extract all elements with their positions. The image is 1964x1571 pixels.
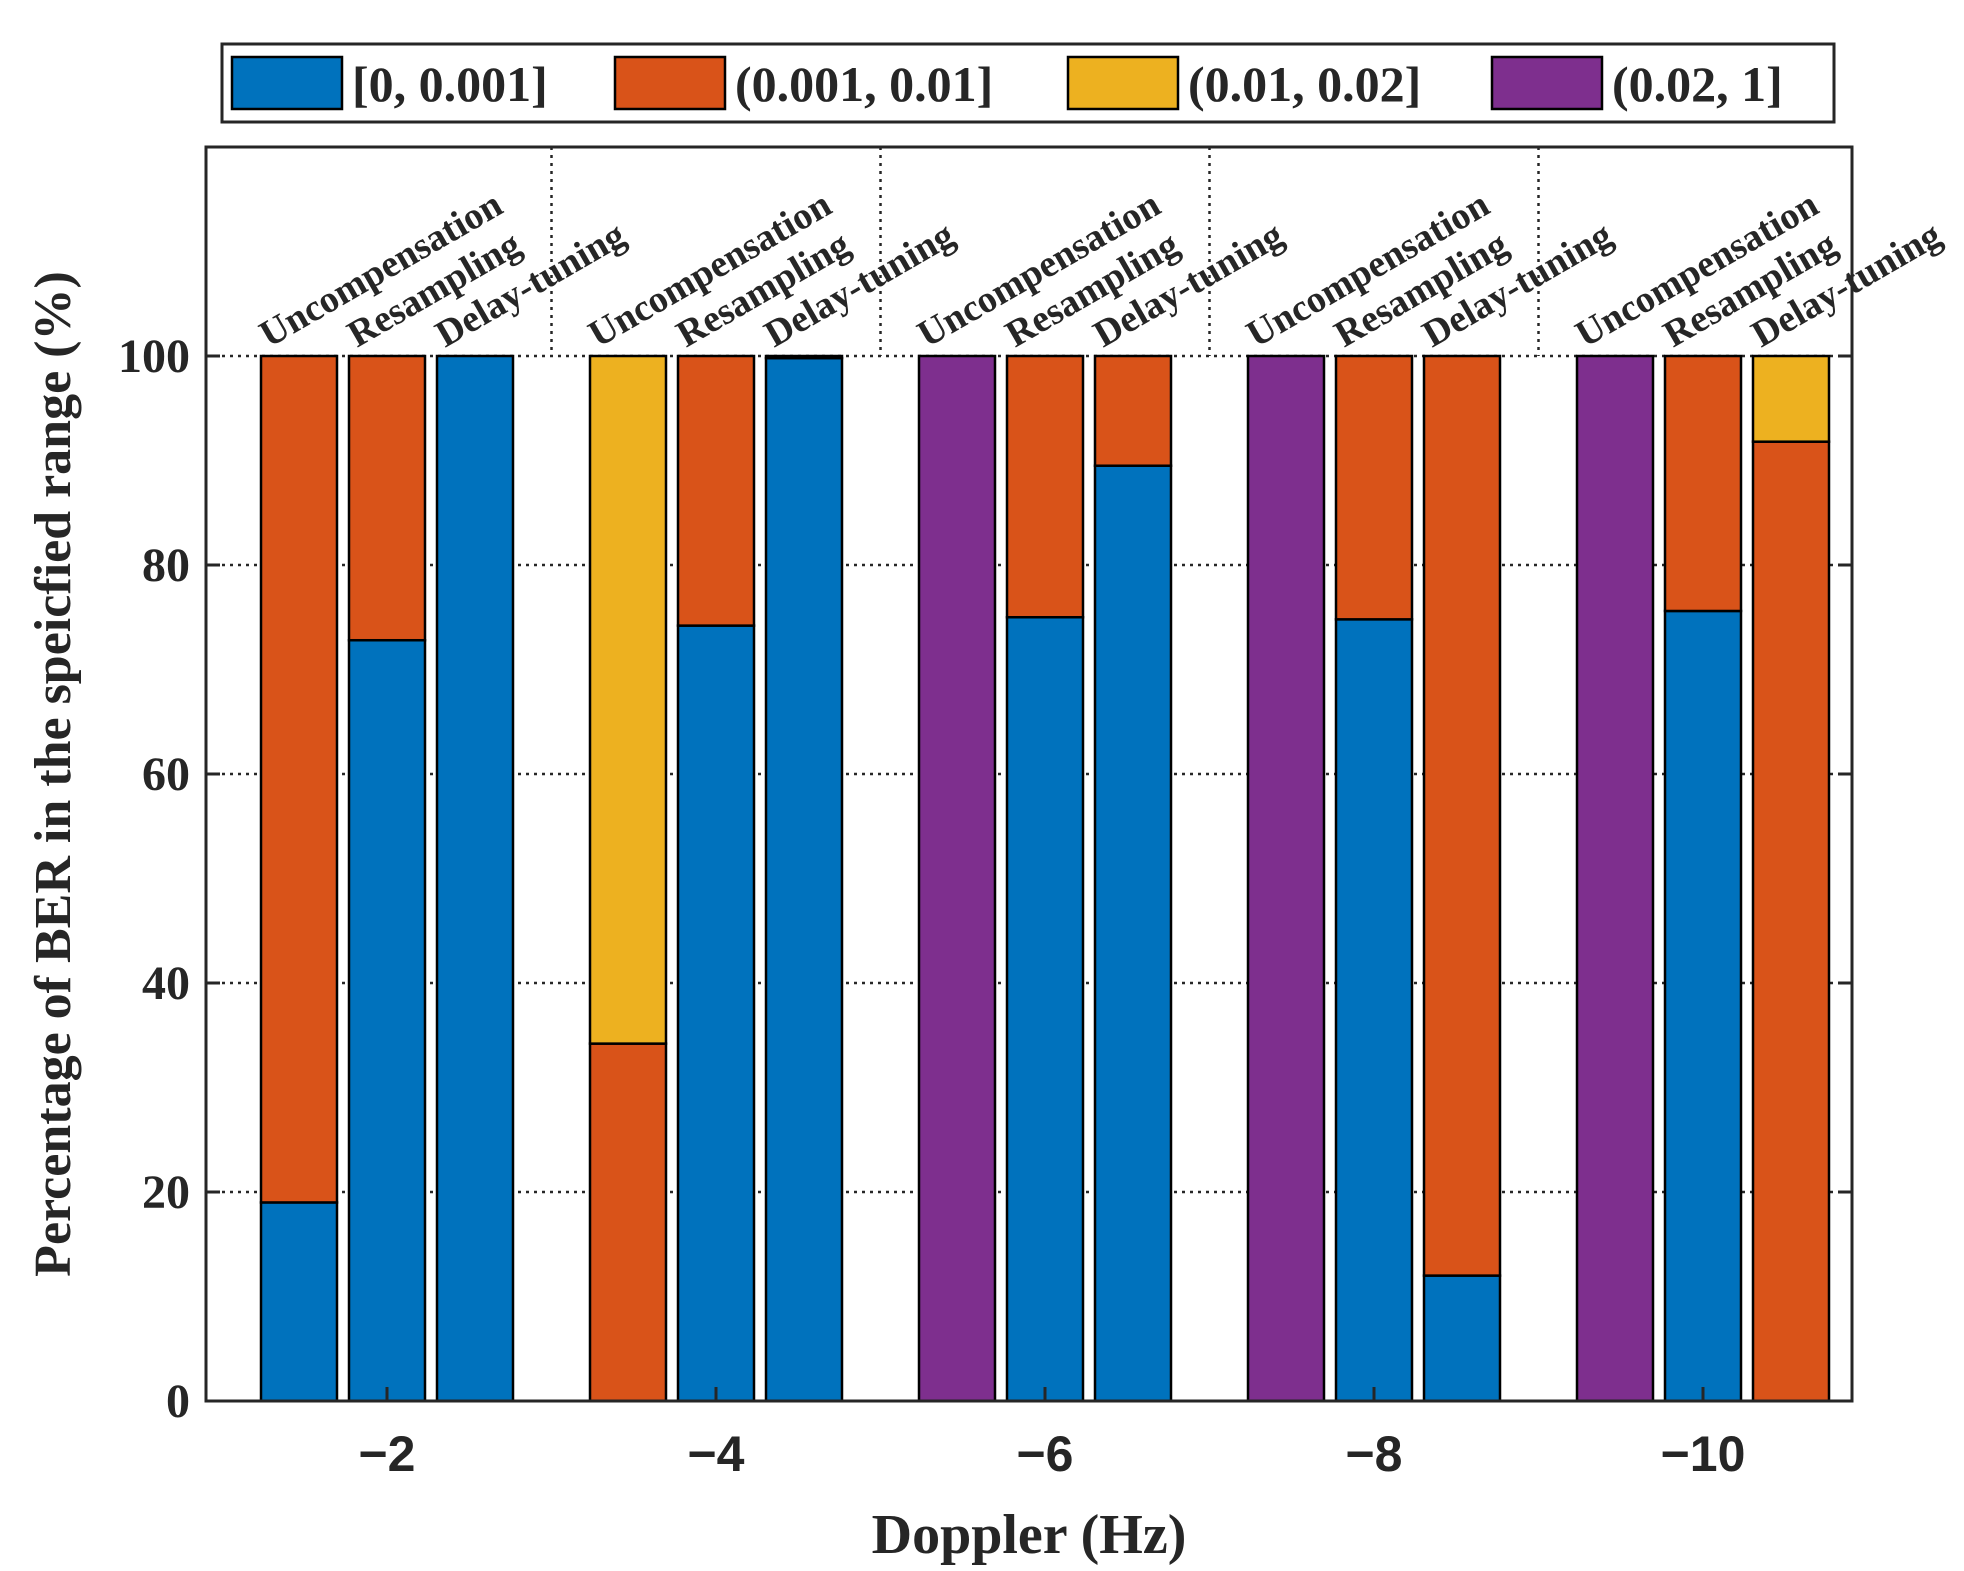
x-axis-ticks: −2 −4 −6 −8 −10 xyxy=(358,1387,1745,1482)
bar-segment xyxy=(1093,354,1173,467)
legend-label: (0.02, 1] xyxy=(1612,56,1783,112)
bar-segment xyxy=(676,354,756,627)
legend-swatch xyxy=(230,55,344,111)
bar-segment xyxy=(259,1201,339,1403)
bar-segment xyxy=(1005,354,1085,619)
bar-segment xyxy=(1422,354,1502,1277)
bars-layer xyxy=(259,354,1831,1403)
y-tick-label: 60 xyxy=(142,748,190,801)
x-tick-label: −4 xyxy=(687,1426,744,1482)
bar-segment xyxy=(1334,618,1414,1403)
bar-segment xyxy=(1422,1274,1502,1403)
bar-segment xyxy=(1246,354,1326,1403)
bar-segment xyxy=(347,638,427,1403)
group-separators xyxy=(550,147,1540,356)
bar-segment xyxy=(1751,354,1831,443)
bar-segment xyxy=(1575,354,1655,1403)
bar-segment xyxy=(259,354,339,1204)
y-tick-label: 100 xyxy=(118,330,190,383)
bar-segment xyxy=(917,354,997,1403)
legend-label: (0.001, 0.01] xyxy=(735,56,993,112)
bar-segment xyxy=(1663,354,1743,613)
legend-swatch xyxy=(1066,55,1180,111)
legend-swatch xyxy=(1490,55,1604,111)
bar-segment xyxy=(676,624,756,1403)
legend-swatch xyxy=(613,55,727,111)
legend-label: [0, 0.001] xyxy=(352,56,548,112)
legend-label: (0.01, 0.02] xyxy=(1188,56,1421,112)
legend: [0, 0.001] (0.001, 0.01] (0.01, 0.02] (0.02… xyxy=(220,42,1836,124)
x-axis-label: Doppler (Hz) xyxy=(872,1504,1187,1566)
x-tick-label: −10 xyxy=(1661,1426,1746,1482)
bar-segment xyxy=(1663,609,1743,1403)
bar-segment xyxy=(1093,464,1173,1403)
bar-segment xyxy=(588,1042,668,1403)
x-tick-label: −6 xyxy=(1016,1426,1073,1482)
bar-segment xyxy=(764,356,844,1403)
x-tick-label: −8 xyxy=(1345,1426,1402,1482)
bar-segment xyxy=(588,354,668,1045)
method-labels: UncompensationResamplingDelay-tuningUnco… xyxy=(253,183,1949,356)
y-tick-label: 0 xyxy=(166,1375,190,1428)
y-tick-label: 40 xyxy=(142,957,190,1010)
y-axis-ticks: 0 20 40 60 80 100 xyxy=(118,330,1852,1428)
bar-segment xyxy=(764,354,844,360)
bar-segment xyxy=(1005,616,1085,1403)
bar-segment xyxy=(347,354,427,642)
y-tick-label: 80 xyxy=(142,539,190,592)
y-tick-label: 20 xyxy=(142,1166,190,1219)
bar-segment xyxy=(1751,440,1831,1403)
y-axis-label: Percentage of BER in the speicfied range… xyxy=(25,271,82,1277)
x-tick-label: −2 xyxy=(358,1426,415,1482)
bar-segment xyxy=(1334,354,1414,621)
bar-segment xyxy=(435,354,515,1403)
